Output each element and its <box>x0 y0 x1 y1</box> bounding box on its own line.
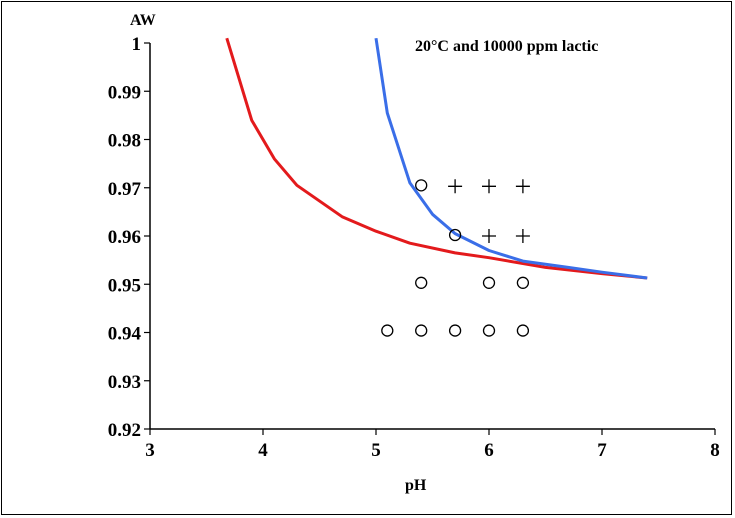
x-tick-label: 4 <box>258 440 268 461</box>
y-tick-label: 0.92 <box>108 420 141 441</box>
growth-present-marker <box>515 179 530 194</box>
growth-absent-marker <box>381 324 394 337</box>
axes: 0.92 0.93 0.94 0.95 0.96 0.97 0.98 0.99 1 3 4 5 6 7 8 <box>108 34 720 461</box>
y-axis-label: AW <box>130 12 156 29</box>
y-tick-label: 0.94 <box>108 324 142 345</box>
growth-absent-marker <box>415 276 428 289</box>
y-tick-label: 0.95 <box>108 275 141 296</box>
x-tick-label: 8 <box>710 440 720 461</box>
series-line-2 <box>374 37 648 280</box>
y-tick-label: 0.99 <box>108 82 141 103</box>
marker-layer <box>381 179 530 337</box>
growth-absent-marker <box>415 179 428 192</box>
y-tick-label: 0.93 <box>108 372 141 393</box>
growth-absent-marker <box>482 324 496 337</box>
growth-absent-marker <box>448 228 462 242</box>
growth-present-marker <box>482 179 496 194</box>
growth-present-marker <box>448 179 463 194</box>
series-layer <box>225 37 648 280</box>
y-tick-label: 0.96 <box>108 227 141 248</box>
x-tick-label: 6 <box>484 440 494 461</box>
x-tick-label: 7 <box>597 440 607 461</box>
series-line-1 <box>225 37 648 280</box>
growth-absent-marker <box>482 276 496 289</box>
x-axis-label: pH <box>405 477 427 494</box>
y-tick-label: 1 <box>132 34 142 55</box>
growth-present-marker <box>482 229 496 243</box>
growth-present-marker <box>515 229 530 243</box>
growth-absent-marker <box>516 276 530 289</box>
growth-absent-marker <box>415 324 428 337</box>
x-tick-label: 5 <box>371 440 381 461</box>
y-tick-label: 0.97 <box>108 179 142 200</box>
growth-absent-marker <box>516 324 530 337</box>
growth-absent-marker <box>448 324 462 337</box>
y-tick-label: 0.98 <box>108 131 141 152</box>
x-tick-label: 3 <box>145 440 155 461</box>
chart-title: 20°C and 10000 ppm lactic <box>415 38 598 55</box>
